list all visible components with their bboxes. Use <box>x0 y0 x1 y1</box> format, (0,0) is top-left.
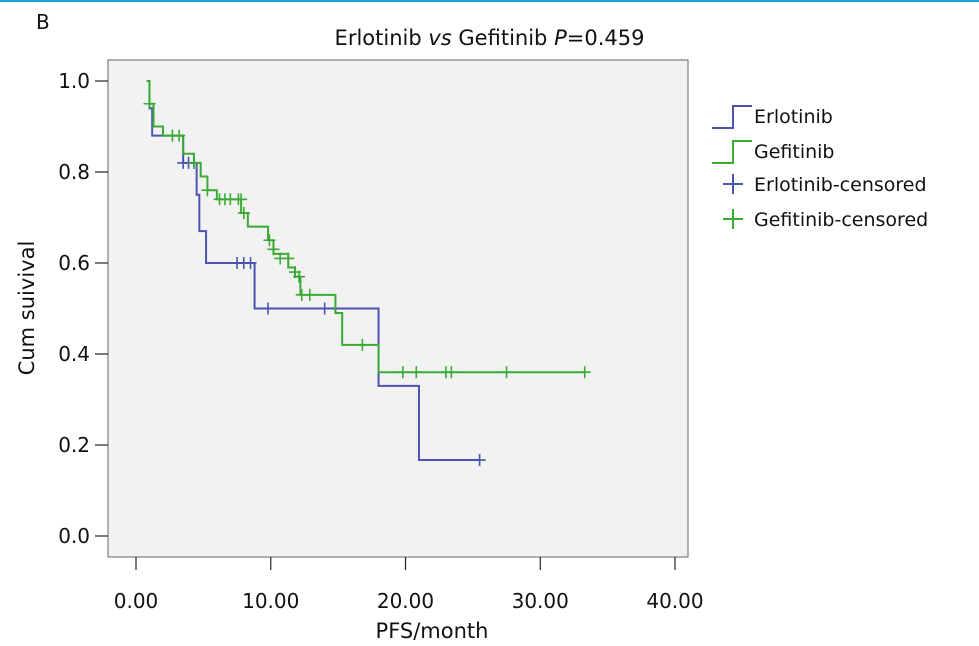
gefitinib-censor-mark <box>235 193 248 206</box>
gefitinib-censor-mark <box>578 366 591 379</box>
x-tick-label: 20.00 <box>377 589 434 613</box>
gefitinib-censored-legend-label: Gefitinib-censored <box>754 209 928 231</box>
gefitinib-censor-mark <box>143 97 156 110</box>
title-part-vs: vs <box>428 26 452 50</box>
gefitinib-censor-mark <box>201 184 214 197</box>
series-layer <box>143 80 591 467</box>
erlotinib-censor-mark <box>318 302 331 315</box>
gefitinib-censor-mark <box>293 270 306 283</box>
gefitinib-censor-mark <box>173 129 186 142</box>
gefitinib-censor-mark <box>237 206 250 219</box>
gefitinib-censor-mark <box>187 156 200 169</box>
erlotinib-censor-mark <box>244 257 257 269</box>
gefitinib-legend-label: Gefitinib <box>754 141 835 163</box>
y-tick-label: 0.0 <box>58 524 90 548</box>
x-tick-label: 40.00 <box>646 589 703 613</box>
gefitinib-censor-mark <box>396 366 409 379</box>
gefitinib-censored-legend-symbol <box>723 209 743 229</box>
gefitinib-censor-mark <box>282 252 295 265</box>
gefitinib-censor-mark <box>500 366 513 379</box>
y-tick-label: 0.2 <box>58 433 90 457</box>
y-axis: 0.0 0.2 0.4 0.6 0.8 1.0 <box>58 69 108 548</box>
y-tick-label: 0.8 <box>58 160 90 184</box>
gefitinib-censor-mark <box>303 288 316 301</box>
x-tick-label: 0.00 <box>114 589 159 613</box>
gefitinib-censor-mark <box>356 338 369 351</box>
title-part-c: Gefitinib <box>451 26 555 50</box>
erlotinib-legend-label: Erlotinib <box>754 106 833 128</box>
title-part-pvalue: =0.459 <box>566 26 645 50</box>
legend: Erlotinib Gefitinib Erlotinib-censored Gefi… <box>712 105 928 231</box>
erlotinib-censor-mark <box>262 302 275 315</box>
erlotinib-censor-mark <box>473 454 486 467</box>
panel-label: B <box>36 10 50 34</box>
y-axis-title: Cum suivival <box>15 241 39 376</box>
top-accent-rule <box>0 0 979 2</box>
y-tick-label: 0.6 <box>58 251 90 275</box>
x-tick-label: 10.00 <box>242 589 299 613</box>
erlotinib-censored-legend-symbol <box>723 174 743 194</box>
title-part-a: Erlotinib <box>334 26 429 50</box>
x-axis-title: PFS/month <box>376 619 489 643</box>
y-tick-label: 1.0 <box>58 69 90 93</box>
gefitinib-censor-mark <box>267 243 280 256</box>
y-tick-label: 0.4 <box>58 342 90 366</box>
plot-area <box>107 59 689 558</box>
x-tick-label: 30.00 <box>512 589 569 613</box>
chart-title: Erlotinib vs Gefitinib P=0.459 <box>0 26 979 50</box>
erlotinib-censored-legend-label: Erlotinib-censored <box>754 174 927 196</box>
gefitinib-censor-mark <box>410 366 423 379</box>
gefitinib-censor-mark <box>263 234 276 247</box>
gefitinib-censor-mark <box>445 366 458 379</box>
title-part-p: P <box>554 26 567 50</box>
x-axis: 0.00 10.00 20.00 30.00 40.00 <box>114 557 704 613</box>
gefitinib-legend-symbol <box>712 140 752 164</box>
erlotinib-legend-symbol <box>712 105 752 129</box>
